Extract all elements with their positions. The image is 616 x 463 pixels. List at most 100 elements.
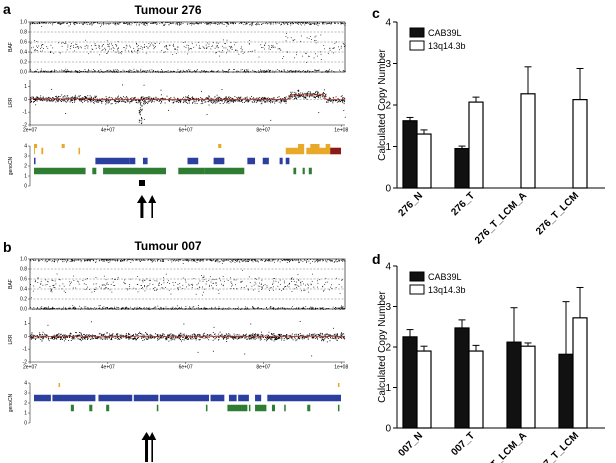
baf-point — [52, 280, 54, 281]
baf-point — [117, 259, 119, 261]
lrr-point — [298, 337, 300, 339]
lrr-point — [341, 332, 343, 334]
baf-point — [266, 285, 268, 287]
baf-point — [255, 260, 257, 262]
lrr-point — [260, 100, 261, 102]
lrr-point — [78, 95, 80, 97]
baf-point — [40, 71, 41, 73]
baf-point — [92, 71, 94, 73]
lrr-point — [198, 100, 200, 102]
lrr-point — [141, 105, 143, 107]
baf-point — [176, 22, 178, 24]
lrr-point — [318, 335, 320, 337]
baf-point — [79, 305, 81, 307]
lrr-point — [270, 100, 272, 102]
lrr-point — [55, 99, 57, 100]
lrr-point — [315, 97, 316, 99]
baf-point — [40, 280, 42, 282]
baf-point — [279, 48, 281, 50]
baf-point — [244, 22, 246, 23]
baf-point — [63, 285, 65, 287]
lrr-point — [143, 84, 145, 86]
baf-point — [298, 286, 300, 287]
lrr-point — [98, 98, 100, 100]
lrr-point — [173, 99, 175, 101]
lrr-point — [311, 94, 313, 96]
baf-point — [246, 70, 248, 71]
baf-point — [140, 68, 142, 70]
baf-point — [303, 307, 305, 309]
baf-point — [162, 308, 164, 310]
baf-point — [203, 71, 205, 73]
lrr-point — [305, 97, 307, 98]
baf-point — [320, 308, 322, 310]
baf-point — [113, 308, 115, 309]
baf-point — [214, 306, 216, 308]
lrr-point — [298, 94, 300, 96]
baf-point — [177, 71, 179, 73]
lrr-point — [110, 99, 112, 101]
baf-point — [268, 45, 270, 46]
baf-point — [305, 284, 307, 286]
baf-point — [39, 308, 41, 310]
baf-point — [272, 71, 274, 73]
lrr-point — [188, 100, 190, 101]
cn-segment-green — [34, 167, 86, 175]
lrr-point — [343, 100, 345, 102]
lrr-point — [113, 100, 115, 102]
baf-point — [209, 308, 211, 310]
baf-point — [143, 70, 145, 72]
baf-point — [335, 260, 337, 262]
lrr-point — [318, 95, 320, 97]
baf-point — [178, 22, 180, 24]
baf-point — [237, 260, 239, 262]
lrr-point — [100, 338, 102, 340]
lrr-point — [87, 98, 89, 100]
lrr-point — [206, 114, 208, 115]
lrr-point — [259, 337, 261, 339]
baf-point — [196, 260, 198, 261]
lrr-point — [194, 336, 196, 338]
lrr-point — [195, 100, 197, 102]
lrr-point — [244, 337, 246, 339]
lrr-point — [119, 338, 121, 340]
lrr-point — [95, 95, 97, 97]
baf-point — [317, 22, 319, 24]
baf-point — [114, 285, 116, 286]
baf-point — [235, 42, 237, 43]
baf-point — [177, 24, 179, 26]
baf-point — [325, 22, 327, 24]
baf-point — [183, 70, 184, 72]
baf-point — [53, 307, 55, 309]
lrr-point — [190, 337, 191, 339]
baf-point — [68, 70, 70, 72]
lrr-point — [286, 337, 287, 339]
baf-tick-label: 0.0 — [20, 307, 27, 313]
lrr-point — [321, 333, 323, 334]
baf-point — [250, 71, 251, 73]
lrr-point — [57, 101, 59, 103]
baf-point — [155, 308, 157, 310]
baf-point — [204, 23, 206, 24]
baf-point — [293, 70, 294, 72]
baf-point — [41, 45, 43, 46]
baf-point — [217, 42, 219, 44]
baf-point — [313, 24, 315, 25]
lrr-point — [137, 102, 139, 104]
baf-point — [185, 281, 187, 283]
baf-tick-label: 0.4 — [20, 287, 27, 293]
baf-point — [191, 287, 193, 288]
lrr-point — [33, 99, 35, 101]
baf-point — [174, 259, 175, 260]
baf-point — [67, 260, 69, 262]
baf-point — [71, 259, 73, 261]
baf-point — [218, 50, 220, 52]
baf-point — [291, 290, 293, 292]
lrr-point — [240, 100, 242, 102]
baf-point — [296, 308, 297, 310]
baf-point — [131, 259, 133, 261]
baf-tick-label: 0.2 — [20, 297, 27, 303]
baf-point — [327, 71, 328, 73]
baf-point — [181, 22, 182, 23]
baf-point — [302, 23, 304, 24]
